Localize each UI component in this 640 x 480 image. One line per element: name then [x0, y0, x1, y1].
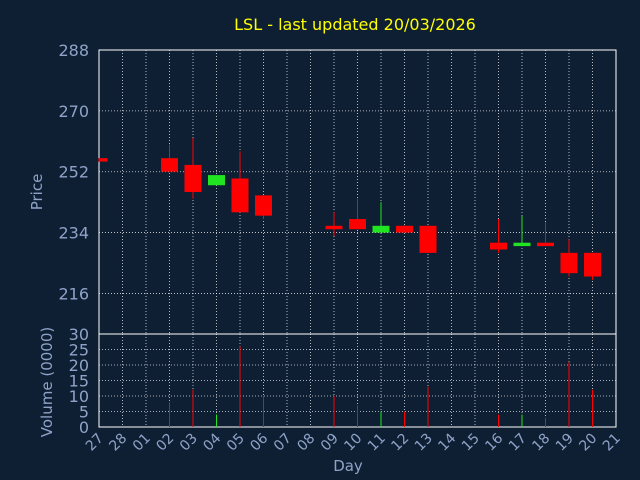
candle-body — [490, 242, 507, 250]
price-y-tick-label: 234 — [58, 224, 89, 243]
candle-body — [513, 242, 531, 247]
volume-y-tick-label: 5 — [79, 403, 89, 422]
volume-y-tick-label: 20 — [69, 356, 89, 375]
volume-y-tick-label: 15 — [69, 372, 89, 391]
volume-axis-title: Volume (0000) — [38, 327, 56, 437]
price-y-tick-label: 270 — [58, 102, 89, 121]
candle-body — [99, 158, 108, 162]
candle-body — [560, 252, 578, 274]
candle-body — [255, 195, 272, 216]
volume-bars — [169, 346, 593, 427]
price-y-tick-labels: 216 234 252 270 288 — [58, 41, 89, 303]
volume-y-tick-label: 30 — [69, 325, 89, 344]
candles — [98, 137, 601, 280]
volume-y-tick-label: 25 — [69, 341, 89, 360]
volume-y-tick-label: 10 — [69, 387, 89, 406]
candle-body — [325, 225, 343, 230]
candle-body — [184, 164, 202, 192]
price-y-tick-label: 216 — [58, 284, 89, 303]
candle-body — [372, 225, 390, 233]
candle-body — [208, 175, 225, 186]
candle-body — [584, 252, 601, 277]
x-axis-title: Day — [333, 457, 363, 475]
price-y-tick-label: 288 — [58, 41, 89, 60]
candle-body — [161, 158, 178, 172]
candle-body — [419, 225, 437, 253]
candle-body — [231, 178, 249, 213]
price-y-tick-label: 252 — [58, 163, 89, 182]
chart-title: LSL - last updated 20/03/2026 — [234, 15, 476, 34]
candle-body — [537, 242, 554, 247]
x-tick-labels: 27 28 01 02 03 04 05 06 07 08 09 10 11 12 13 14 15 16 17 18… — [83, 430, 624, 454]
candle-body — [349, 219, 366, 230]
price-axis-title: Price — [28, 174, 46, 211]
candle-body — [396, 225, 413, 233]
volume-y-tick-label: 0 — [79, 418, 89, 437]
